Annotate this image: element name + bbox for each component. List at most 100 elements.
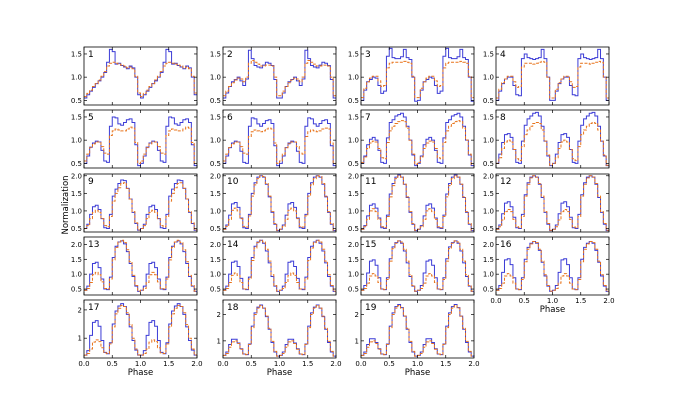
panel-3-series-a-line — [361, 47, 474, 102]
panel-18-xtick-label: 1.0 — [274, 360, 285, 368]
panel-11-ytick-label: 2.0 — [348, 172, 359, 180]
panel-13-ytick-label: 2.0 — [71, 241, 82, 249]
panel-12-label: 12 — [500, 177, 511, 187]
panel-15-ytick-label: 2.0 — [348, 241, 359, 249]
panel-15-ytick-label: 1.5 — [348, 256, 359, 264]
panel-18: 18 1 2 0.0 0.5 1.0 1.5 2.0 Phase — [217, 299, 342, 378]
panel-18-xtick-label: 2.0 — [330, 360, 341, 368]
panel-18-xtick-label: 0.0 — [217, 360, 228, 368]
panel-8-series-a-line — [496, 111, 609, 167]
panel-10-ytick-label: 1.5 — [210, 190, 221, 198]
panel-11: 11 0.5 1.0 1.5 2.0 — [348, 172, 475, 233]
panel-8-ytick-label: 0.5 — [483, 160, 494, 168]
panel-5-frame — [83, 109, 198, 169]
panel-9-series-b-line — [84, 182, 197, 231]
panel-11-ytick-label: 1.5 — [348, 190, 359, 198]
panel-19-label: 19 — [365, 303, 377, 313]
panel-3-label: 3 — [365, 50, 371, 60]
panel-4-ytick-label: 1.5 — [483, 50, 494, 58]
panel-17-series-a-line — [84, 303, 197, 356]
panel-16-xtick-label: 0.0 — [490, 297, 501, 305]
panel-15-series-b-line — [361, 240, 474, 292]
panel-11-ytick-label: 0.5 — [348, 225, 359, 233]
panel-16-xtick-label: 2.0 — [603, 297, 614, 305]
panel-18-label: 18 — [227, 303, 239, 313]
panel-7-ytick-label: 1.0 — [348, 137, 359, 145]
panel-10-ytick-label: 2.0 — [210, 172, 221, 180]
panel-4-ytick-label: 0.5 — [483, 97, 494, 105]
panel-14-series-b-line — [223, 239, 336, 292]
panel-13: 13 0.5 1.0 1.5 2.0 — [71, 236, 198, 296]
panel-13-ytick-label: 1.5 — [71, 256, 82, 264]
panel-13-frame — [83, 236, 198, 296]
panel-17: 17 1 2 0.0 0.5 1.0 1.5 2.0 Phase — [78, 299, 203, 378]
panel-7-frame — [360, 109, 475, 169]
panel-13-ytick-label: 1.0 — [71, 271, 82, 279]
panel-1-series-a-line — [84, 48, 197, 99]
panel-2: 2 0.5 1.0 1.5 — [210, 46, 337, 106]
panel-15: 15 0.5 1.0 1.5 2.0 — [348, 236, 475, 296]
panel-3: 3 0.5 1.0 1.5 — [348, 46, 475, 106]
panel-17-ytick-label: 1 — [78, 335, 82, 343]
panel-10: 10 0.5 1.0 1.5 2.0 — [210, 172, 337, 233]
panel-10-ytick-label: 1.0 — [210, 207, 221, 215]
panel-7-label: 7 — [365, 113, 371, 123]
panel-5-series-a-line — [84, 116, 197, 167]
panel-19-xtick-label: 1.0 — [412, 360, 423, 368]
panel-19-frame — [360, 299, 475, 359]
panel-6-label: 6 — [227, 113, 233, 123]
panel-7-ytick-label: 0.5 — [348, 160, 359, 168]
panel-19-ytick-label: 1 — [355, 337, 359, 345]
panel-2-series-a-line — [223, 49, 336, 99]
panel-16-xtick-label: 1.5 — [575, 297, 586, 305]
panel-13-ytick-label: 0.5 — [71, 286, 82, 294]
panel-14-ytick-label: 1.0 — [210, 271, 221, 279]
panel-19-xtick-label: 0.0 — [355, 360, 366, 368]
panel-5-ytick-label: 0.5 — [71, 160, 82, 168]
panel-15-ytick-label: 1.0 — [348, 271, 359, 279]
panel-17-xtick-label: 0.0 — [78, 360, 89, 368]
panel-11-series-b-line — [361, 175, 474, 231]
panel-10-frame — [222, 173, 337, 233]
panel-16-ytick-label: 0.5 — [483, 286, 494, 294]
panel-15-ytick-label: 0.5 — [348, 286, 359, 294]
panel-12-frame — [495, 173, 610, 233]
panel-16-ytick-label: 2.0 — [483, 241, 494, 249]
panel-1-ytick-label: 0.5 — [71, 97, 82, 105]
panel-9-ytick-label: 0.5 — [71, 225, 82, 233]
panel-3-ytick-label: 0.5 — [348, 97, 359, 105]
panel-3-ytick-label: 1.0 — [348, 74, 359, 82]
panel-8: 8 0.5 1.0 1.5 — [483, 109, 610, 169]
panel-8-ytick-label: 1.5 — [483, 113, 494, 121]
panel-2-ytick-label: 0.5 — [210, 97, 221, 105]
panel-6-ytick-label: 1.5 — [210, 113, 221, 121]
panel-13-series-a-line — [84, 240, 197, 292]
panel-12-series-a-line — [496, 175, 609, 232]
panel-18-frame — [222, 299, 337, 359]
panel-18-ytick-label: 2 — [217, 311, 221, 319]
panel-14-series-a-line — [223, 239, 336, 292]
panel-14-ytick-label: 0.5 — [210, 286, 221, 294]
panel-14-label: 14 — [227, 240, 239, 250]
panel-13-label: 13 — [88, 240, 99, 250]
panel-5: 5 0.5 1.0 1.5 — [71, 109, 198, 169]
panel-12: 12 0.5 1.0 1.5 2.0 — [483, 172, 610, 233]
panel-2-frame — [222, 46, 337, 106]
panel-16-series-a-line — [496, 240, 609, 292]
panel-15-series-a-line — [361, 240, 474, 292]
panel-17-xtick-label: 0.5 — [107, 360, 118, 368]
panel-12-series-b-line — [496, 175, 609, 231]
panel-11-frame — [360, 173, 475, 233]
panel-6-ytick-label: 0.5 — [210, 160, 221, 168]
panel-6: 6 0.5 1.0 1.5 — [210, 109, 337, 169]
panel-4-ytick-label: 1.0 — [483, 74, 494, 82]
panel-12-ytick-label: 1.5 — [483, 190, 494, 198]
panel-6-ytick-label: 1.0 — [210, 137, 221, 145]
panel-1: 1 0.5 1.0 1.5 — [71, 46, 198, 106]
panel-4-series-b-line — [496, 60, 609, 99]
panel-6-series-b-line — [223, 127, 336, 164]
panel-17-xtick-label: 1.0 — [135, 360, 146, 368]
panel-10-series-a-line — [223, 175, 336, 232]
panel-grid: 1 0.5 1.0 1.5 2 0.5 1.0 1.5 3 0.5 1.0 1.5 4 0.5 1.0 1.5… — [71, 46, 615, 378]
